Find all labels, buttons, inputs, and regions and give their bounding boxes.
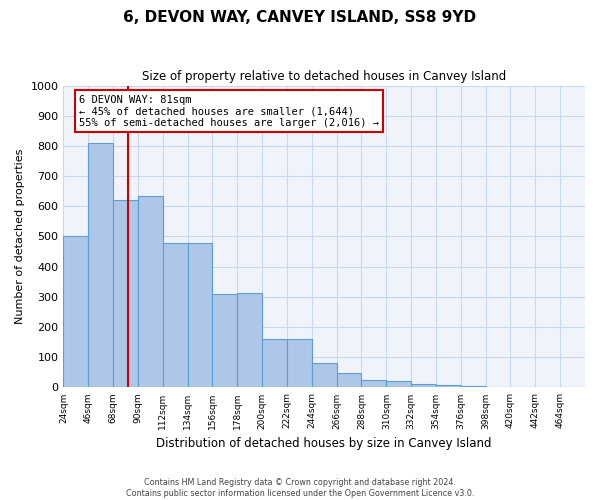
Text: Contains HM Land Registry data © Crown copyright and database right 2024.
Contai: Contains HM Land Registry data © Crown c… (126, 478, 474, 498)
Bar (485, 386, 511, 388)
Bar (262, 339, 287, 388)
Bar (188, 242, 212, 388)
X-axis label: Distribution of detached houses by size in Canvey Island: Distribution of detached houses by size … (157, 437, 492, 450)
Bar (411, 384, 436, 388)
Bar (461, 386, 485, 388)
Bar (560, 387, 585, 388)
Bar (287, 338, 312, 388)
Bar (312, 364, 337, 388)
Bar (337, 373, 361, 388)
Bar (88, 143, 113, 388)
Bar (436, 385, 461, 388)
Bar (386, 382, 411, 388)
Bar (138, 196, 163, 388)
Text: 6, DEVON WAY, CANVEY ISLAND, SS8 9YD: 6, DEVON WAY, CANVEY ISLAND, SS8 9YD (124, 10, 476, 25)
Bar (212, 294, 237, 388)
Bar (361, 380, 386, 388)
Bar (237, 293, 262, 388)
Title: Size of property relative to detached houses in Canvey Island: Size of property relative to detached ho… (142, 70, 506, 83)
Bar (163, 242, 188, 388)
Bar (113, 200, 138, 388)
Bar (511, 387, 535, 388)
Y-axis label: Number of detached properties: Number of detached properties (15, 149, 25, 324)
Text: 6 DEVON WAY: 81sqm
← 45% of detached houses are smaller (1,644)
55% of semi-deta: 6 DEVON WAY: 81sqm ← 45% of detached hou… (79, 94, 379, 128)
Bar (64, 236, 88, 388)
